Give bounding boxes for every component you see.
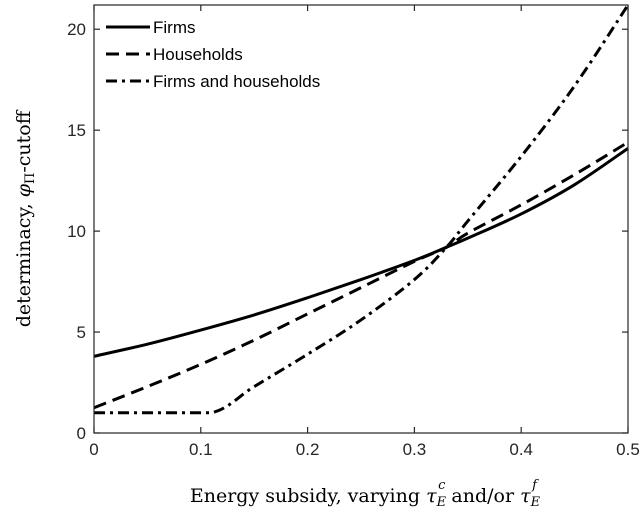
x-tick-label-2: 0.2: [296, 440, 320, 459]
y-axis-label-text: determinacy,: [13, 197, 35, 327]
y-tick-label-0: 0: [77, 424, 86, 443]
legend-label-1: Households: [153, 45, 243, 64]
y-tick-label-1: 5: [77, 323, 86, 342]
legend: Firms Households Firms and households: [106, 18, 320, 91]
legend-label-0: Firms: [153, 18, 195, 37]
x-axis-sup-c: c: [438, 478, 446, 493]
tick-layer: 0 0.1 0.2 0.3 0.4 0.5 0 5 10 15 20: [67, 5, 640, 459]
series-line-0: Firms: [93, 147, 629, 358]
x-axis-label-text: Energy subsidy, varying: [190, 485, 426, 507]
series-line-2: Firms and households: [94, 4, 630, 415]
x-tick-label-3: 0.3: [403, 440, 427, 459]
x-tick-label-1: 0.1: [189, 440, 213, 459]
x-axis-and-or: and/or: [445, 485, 520, 507]
x-tick-label-4: 0.4: [509, 440, 533, 459]
x-axis-tau-c: τ: [426, 485, 437, 507]
x-axis-sub-e1: E: [436, 495, 447, 510]
legend-label-2: Firms and households: [153, 72, 320, 91]
y-axis-label: determinacy, φΠ-cutoff: [13, 109, 38, 327]
x-tick-label-0: 0: [89, 440, 98, 459]
x-axis-sub-e2: E: [530, 495, 541, 510]
y-tick-label-3: 15: [67, 121, 86, 140]
y-axis-phi: φ: [13, 183, 35, 197]
x-axis-tau-f: τ: [520, 485, 531, 507]
plot-frame: [93, 4, 629, 434]
y-tick-label-2: 10: [67, 222, 86, 241]
x-axis-label: Energy subsidy, varying τEc and/or τEf: [190, 478, 541, 510]
y-axis-cutoff: -cutoff: [13, 109, 35, 172]
x-axis-sup-f: f: [531, 478, 539, 493]
series-line-1: Households: [93, 140, 629, 410]
x-tick-label-5: 0.5: [616, 440, 640, 459]
y-axis-sub-pi: Π: [23, 173, 38, 184]
y-tick-label-4: 20: [67, 20, 86, 39]
